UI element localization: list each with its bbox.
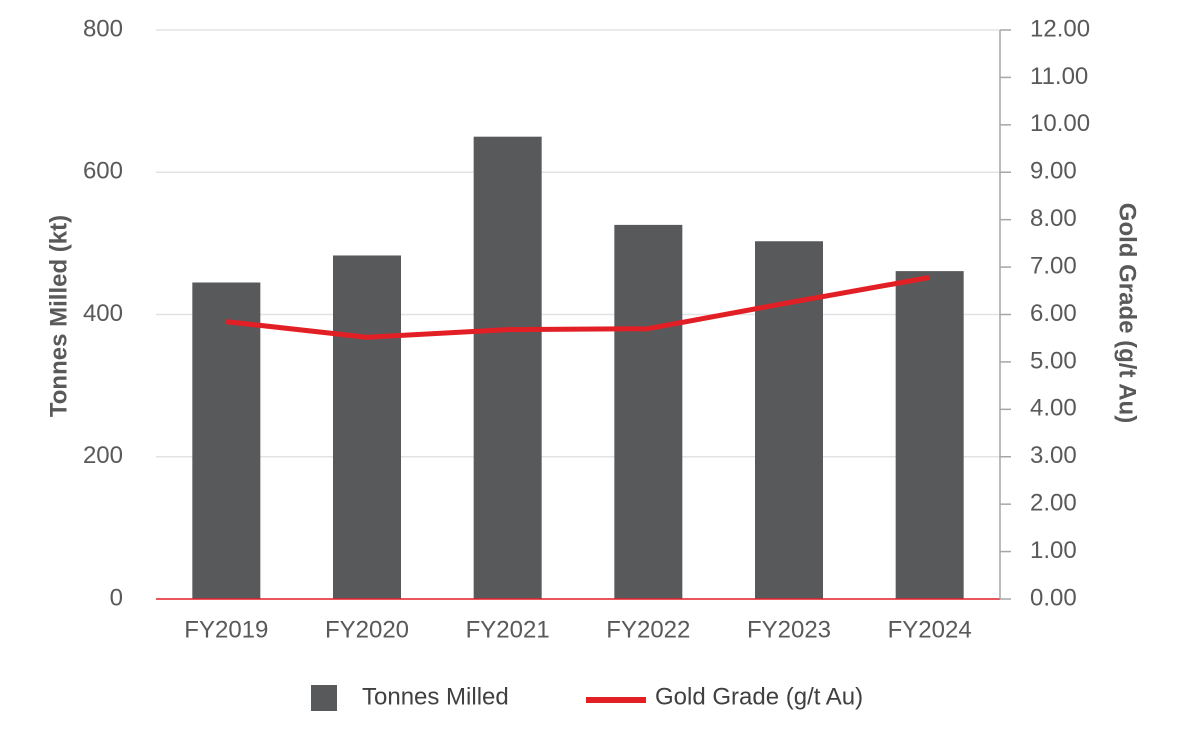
right-tick-label: 0.00: [1030, 584, 1077, 611]
x-tick-label: FY2019: [184, 616, 268, 643]
x-tick-label: FY2021: [466, 616, 550, 643]
gold-grade-line: [226, 275, 931, 340]
right-tick-label: 8.00: [1030, 205, 1077, 232]
bar-fy2021: [473, 136, 542, 599]
legend: Tonnes Milled Gold Grade (g/t Au): [311, 683, 863, 711]
gold-grade-point-fy2019: [225, 321, 227, 323]
right-tick-label: 12.00: [1030, 15, 1090, 42]
right-tick-labels: 12.00 11.00 10.00 9.00 8.00 7.00 6.00 5.00 4.00 3…: [1030, 15, 1090, 611]
legend-bar-label: Tonnes Milled: [362, 683, 509, 710]
left-tick-label: 0: [110, 584, 123, 611]
bars: [192, 136, 964, 599]
left-tick-label: 600: [83, 158, 123, 185]
gold-grade-point-fy2024: [929, 277, 931, 279]
gold-grade-point-fy2022: [647, 328, 649, 330]
right-tick-label: 9.00: [1030, 158, 1077, 185]
bar-fy2022: [614, 224, 683, 599]
left-tick-label: 400: [83, 300, 123, 327]
gridlines: [156, 29, 1000, 458]
right-axis-title: Gold Grade (g/t Au): [1114, 203, 1141, 423]
right-tick-label: 10.00: [1030, 110, 1090, 137]
bar-fy2019: [192, 282, 261, 599]
left-tick-label: 200: [83, 442, 123, 469]
bar-fy2023: [755, 241, 823, 599]
left-tick-label: 800: [83, 15, 123, 42]
right-tick-label: 3.00: [1030, 442, 1077, 469]
bar-fy2020: [333, 255, 401, 599]
right-tick-label: 2.00: [1030, 490, 1077, 517]
right-tick-label: 4.00: [1030, 395, 1077, 422]
x-tick-label: FY2024: [888, 616, 972, 643]
left-axis-title: Tonnes Milled (kt): [45, 215, 72, 417]
right-axis: [999, 29, 1011, 600]
gold-grade-point-fy2023: [788, 302, 790, 304]
right-tick-label: 11.00: [1030, 63, 1088, 90]
x-tick-label: FY2023: [747, 616, 831, 643]
legend-line-label: Gold Grade (g/t Au): [655, 683, 863, 710]
x-tick-labels: FY2019 FY2020 FY2021 FY2022 FY2023 FY2024: [184, 616, 971, 643]
x-tick-label: FY2022: [606, 616, 690, 643]
gold-grade-point-fy2021: [507, 329, 509, 331]
right-tick-label: 6.00: [1030, 300, 1077, 327]
right-tick-label: 5.00: [1030, 347, 1077, 374]
right-tick-label: 1.00: [1030, 537, 1077, 564]
gold-grade-point-fy2020: [366, 336, 368, 338]
x-tick-label: FY2020: [325, 616, 409, 643]
right-tick-label: 7.00: [1030, 252, 1077, 279]
legend-bar-swatch: [311, 685, 337, 711]
bar-fy2024: [895, 271, 964, 599]
grade-line: [225, 275, 931, 340]
left-tick-labels: 800 600 400 200 0: [83, 15, 123, 611]
